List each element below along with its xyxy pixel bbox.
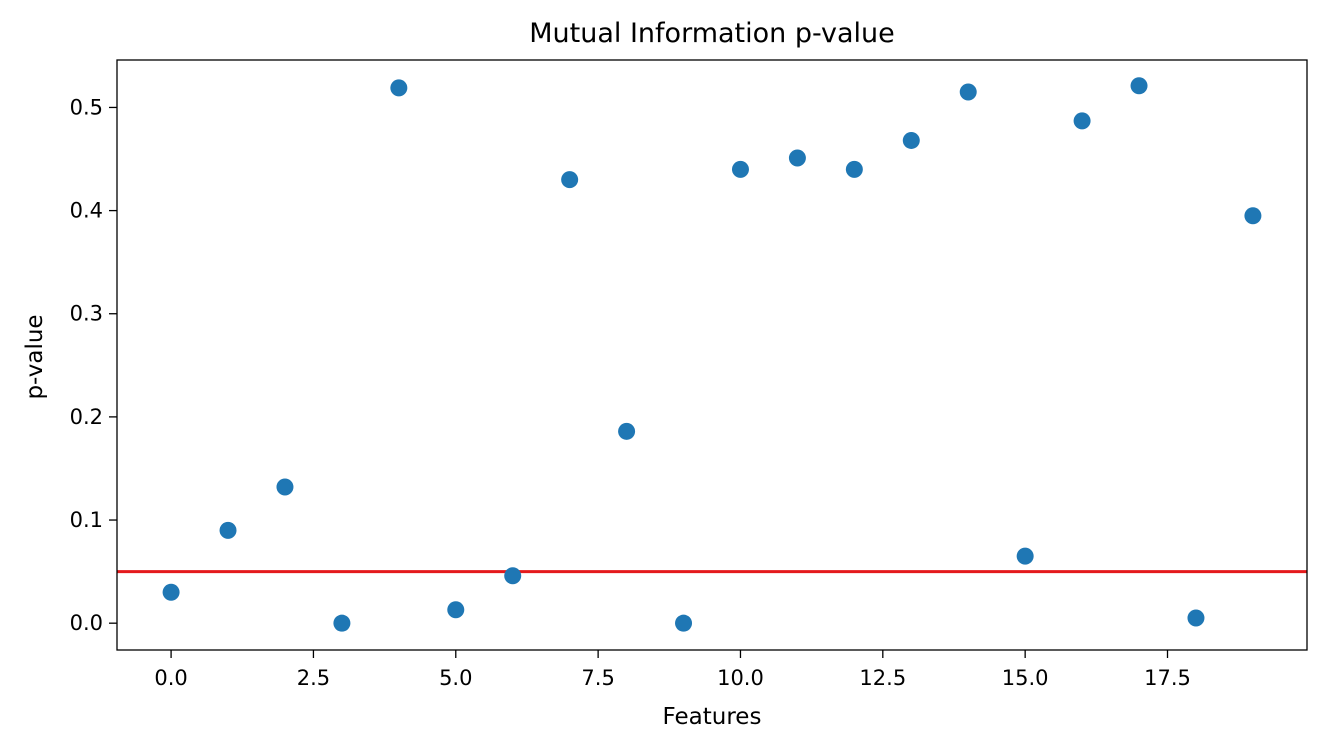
scatter-point bbox=[390, 79, 408, 97]
scatter-point bbox=[1187, 609, 1205, 627]
scatter-point bbox=[333, 614, 351, 632]
y-tick-label: 0.3 bbox=[70, 302, 103, 326]
y-tick-label: 0.2 bbox=[70, 405, 103, 429]
plot-frame bbox=[116, 59, 1308, 651]
scatter-point bbox=[845, 160, 863, 178]
scatter-point bbox=[504, 567, 522, 585]
x-axis-ticks: 0.0 2.5 5.0 7.5 10.0 12.5 15.0 17.5 bbox=[154, 650, 1191, 690]
data-points bbox=[162, 77, 1262, 632]
y-tick-label: 0.4 bbox=[70, 199, 103, 223]
y-tick-label: 0.5 bbox=[70, 95, 103, 119]
x-tick-label: 7.5 bbox=[581, 666, 614, 690]
scatter-point bbox=[675, 614, 693, 632]
scatter-point bbox=[1130, 77, 1148, 95]
x-tick-label: 0.0 bbox=[154, 666, 187, 690]
scatter-point bbox=[902, 131, 920, 149]
x-tick-label: 17.5 bbox=[1144, 666, 1191, 690]
scatter-point bbox=[447, 601, 465, 619]
x-tick-label: 5.0 bbox=[439, 666, 472, 690]
y-axis-label: p-value bbox=[22, 314, 48, 399]
scatter-point bbox=[618, 422, 636, 440]
scatter-point bbox=[219, 521, 237, 539]
x-tick-label: 15.0 bbox=[1002, 666, 1049, 690]
scatter-point bbox=[276, 478, 294, 496]
scatter-point bbox=[1016, 547, 1034, 565]
y-axis-ticks: 0.0 0.1 0.2 0.3 0.4 0.5 bbox=[70, 95, 117, 635]
chart-title: Mutual Information p-value bbox=[529, 18, 895, 49]
scatter-point bbox=[731, 160, 749, 178]
x-tick-label: 10.0 bbox=[717, 666, 764, 690]
x-tick-label: 12.5 bbox=[859, 666, 906, 690]
x-tick-label: 2.5 bbox=[297, 666, 330, 690]
scatter-point bbox=[788, 149, 806, 167]
scatter-point bbox=[1073, 112, 1091, 130]
scatter-point bbox=[162, 583, 180, 601]
scatter-point bbox=[959, 83, 977, 101]
y-tick-label: 0.1 bbox=[70, 508, 103, 532]
scatter-point bbox=[561, 171, 579, 189]
y-tick-label: 0.0 bbox=[70, 611, 103, 635]
x-axis-label: Features bbox=[663, 704, 762, 730]
scatter-point bbox=[1244, 207, 1262, 225]
